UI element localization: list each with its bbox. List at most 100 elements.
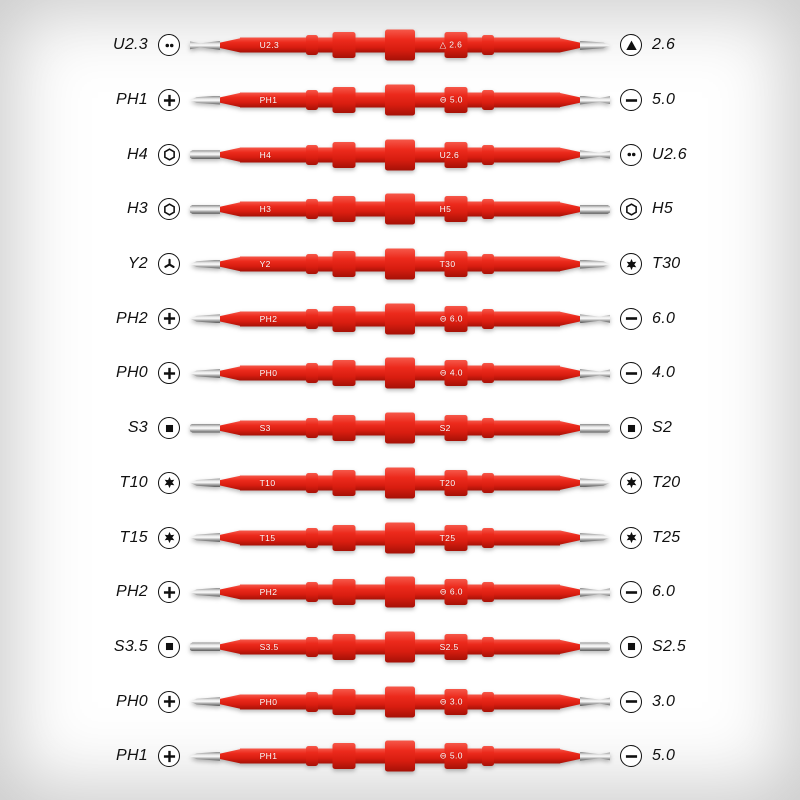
bit-collar — [332, 32, 356, 59]
bit-center-collar — [385, 303, 415, 335]
bit-collar — [482, 308, 494, 329]
right-size-label: 5.0 — [652, 747, 676, 765]
bit-collar — [482, 691, 494, 712]
bit-collar — [332, 305, 356, 332]
left-size-label: PH1 — [115, 747, 148, 765]
bit-center-collar — [385, 576, 415, 608]
right-size-label: T25 — [652, 528, 681, 546]
bit-cone-left — [220, 365, 242, 381]
bit-collar — [482, 418, 494, 439]
left-size-label: U2.3 — [113, 36, 148, 54]
bit-row: PH0 PH0 ⊖ 4.0 4.0 — [0, 346, 800, 401]
bit-collar — [306, 35, 318, 56]
bit-collar — [482, 746, 494, 767]
bit-tip-right — [580, 478, 610, 487]
hex-icon — [620, 198, 642, 221]
right-size-label: T20 — [652, 473, 681, 491]
square-icon — [620, 417, 642, 440]
bit-collar — [444, 415, 468, 442]
bit-tip-left — [190, 259, 220, 269]
bit-print-right: T30 — [439, 259, 456, 270]
right-size-label: 3.0 — [652, 692, 676, 710]
bit-cone-left — [220, 147, 242, 163]
bit-body: U2.3 △ 2.6 — [220, 24, 580, 66]
bit-tip-right — [580, 41, 610, 50]
bit-center-collar — [385, 467, 415, 499]
bit-print-right: S2 — [439, 423, 451, 434]
torx-icon — [620, 471, 642, 494]
bit-cone-left — [220, 37, 242, 53]
screwdriver-bit: PH1 ⊖ 5.0 — [190, 79, 610, 121]
bit-collar — [332, 469, 356, 496]
bit-print-left: PH2 — [259, 587, 278, 598]
bit-collar — [444, 141, 468, 168]
torx-icon — [620, 253, 642, 276]
bit-tip-left — [190, 423, 220, 433]
bit-collar — [332, 360, 356, 387]
bit-print-right: ⊖ 5.0 — [439, 750, 463, 761]
bit-cone-right — [558, 147, 580, 163]
left-size-label: H3 — [126, 200, 148, 218]
bit-print-right: U2.6 — [439, 149, 460, 160]
bit-collar — [306, 199, 318, 220]
bit-collar — [482, 199, 494, 220]
screwdriver-bit: S3.5 S2.5 — [190, 626, 610, 668]
bit-cone-right — [558, 420, 580, 436]
bit-collar — [306, 746, 318, 767]
bit-collar — [444, 87, 468, 114]
bit-tip-left — [190, 314, 220, 324]
bit-collar — [306, 582, 318, 603]
bit-tip-right — [580, 533, 610, 542]
bit-cone-left — [220, 584, 242, 600]
bit-collar — [306, 144, 318, 165]
bit-collar — [444, 251, 468, 278]
bit-cone-left — [220, 694, 242, 710]
screwdriver-bit: H4 U2.6 — [190, 134, 610, 176]
bit-row: PH1 PH1 ⊖ 5.0 5.0 — [0, 729, 800, 784]
slotted-icon — [620, 307, 642, 330]
slotted-icon — [620, 690, 642, 713]
bit-cone-left — [220, 748, 242, 764]
bit-collar — [306, 472, 318, 493]
screwdriver-bit: Y2 T30 — [190, 243, 610, 285]
bit-cone-left — [220, 256, 242, 272]
square-icon — [620, 635, 642, 658]
bit-print-right: ⊖ 4.0 — [439, 367, 463, 378]
torx-icon — [158, 471, 180, 494]
bit-collar — [482, 35, 494, 56]
u2-icon — [620, 143, 642, 166]
phillips-icon — [158, 362, 180, 385]
bit-row: S3 S3 S2 S2 — [0, 401, 800, 456]
bit-print-left: PH0 — [259, 368, 278, 379]
bit-tip-left — [190, 368, 220, 378]
slotted-icon — [620, 581, 642, 604]
bit-print-left: PH1 — [259, 95, 278, 106]
right-size-label: 4.0 — [652, 364, 676, 382]
bit-body: T10 T20 — [220, 462, 580, 504]
bit-cone-left — [220, 92, 242, 108]
bit-collar — [444, 469, 468, 496]
bit-tip-right — [580, 697, 610, 706]
left-size-label: S3 — [127, 419, 148, 437]
left-size-label: S3.5 — [113, 637, 148, 655]
bit-cone-left — [220, 311, 242, 327]
bit-cone-right — [558, 584, 580, 600]
bit-cone-left — [220, 420, 242, 436]
bit-row: PH2 PH2 ⊖ 6.0 6.0 — [0, 565, 800, 620]
bit-collar — [332, 251, 356, 278]
bit-collar — [332, 743, 356, 770]
bit-collar — [306, 527, 318, 548]
bit-center-collar — [385, 740, 415, 772]
square-icon — [158, 417, 180, 440]
bit-cone-right — [558, 530, 580, 546]
bit-cone-right — [558, 365, 580, 381]
bit-collar — [332, 524, 356, 551]
bit-center-collar — [385, 29, 415, 61]
bit-row: PH2 PH2 ⊖ 6.0 6.0 — [0, 291, 800, 346]
bit-collar — [332, 579, 356, 606]
bit-center-collar — [385, 193, 415, 225]
right-size-label: 5.0 — [652, 91, 676, 109]
bit-print-right: H5 — [439, 204, 452, 215]
bit-cone-right — [558, 201, 580, 217]
